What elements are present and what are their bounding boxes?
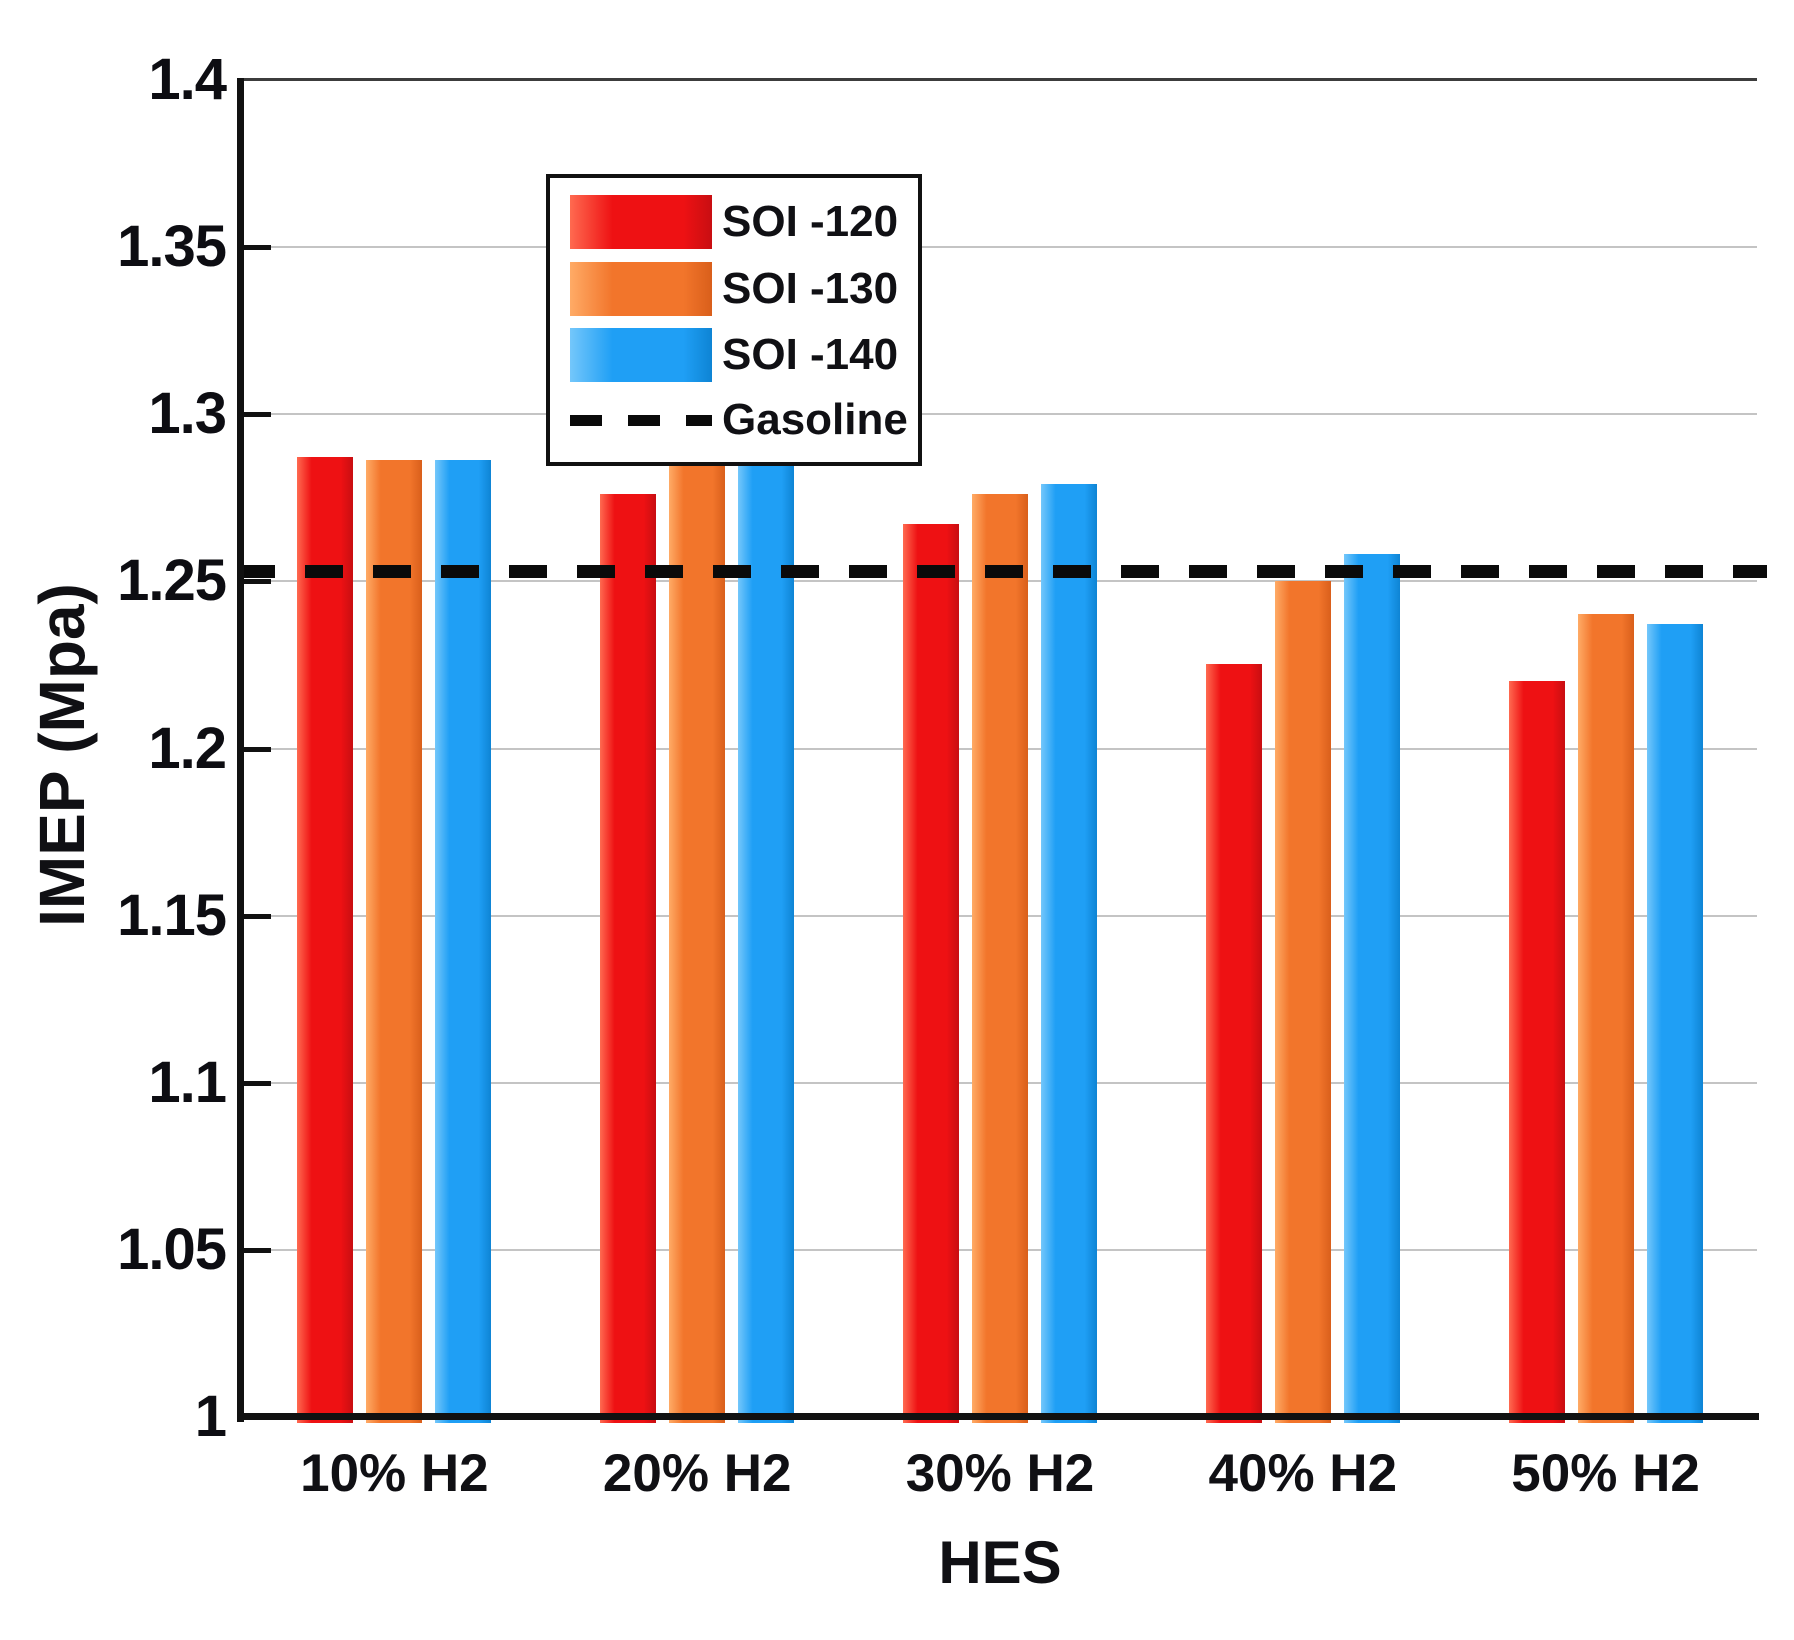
y-tick-label: 1.3 — [148, 381, 227, 447]
y-tick-label: 1.35 — [117, 214, 227, 280]
bar-group-50-h2 — [1454, 80, 1757, 1423]
y-tick-1.05 — [244, 1247, 271, 1253]
y-tick-1.2 — [244, 746, 271, 752]
y-tick-label: 1.05 — [117, 1216, 227, 1282]
bar-group-20-h2 — [546, 80, 849, 1423]
y-tick-label: 1 — [194, 1384, 227, 1449]
y-tick-1.1 — [244, 1080, 271, 1086]
y-tick-1.25 — [244, 579, 271, 585]
legend-label: SOI -120 — [722, 196, 899, 246]
bar-soi-130 — [1274, 580, 1331, 1423]
x-tick-label: 50% H2 — [1511, 1444, 1700, 1503]
legend-swatch — [570, 194, 712, 249]
bar-soi-140 — [1040, 483, 1097, 1423]
y-tick-label: 1.15 — [117, 882, 227, 948]
x-tick-label: 40% H2 — [1208, 1444, 1398, 1503]
x-tick-labels: 10% H2 20% H2 30% H2 40% H2 50% H2 — [243, 1443, 1757, 1504]
bar-soi-130 — [971, 493, 1028, 1423]
bar-group-30-h2 — [849, 80, 1152, 1423]
y-tick-1.35 — [244, 245, 271, 251]
bar-group-40-h2 — [1151, 80, 1454, 1423]
legend-item-gasoline: Gasoline — [570, 395, 910, 445]
y-tick-label: 1.25 — [117, 548, 227, 614]
x-tick-label: 30% H2 — [905, 1444, 1095, 1503]
legend-item-soi-120: SOI -120 — [570, 194, 910, 249]
y-tick-label: 1.2 — [148, 715, 227, 781]
gasoline-reference-line — [237, 565, 1767, 579]
bar-soi-130 — [1577, 614, 1634, 1423]
bar-soi-140 — [1646, 624, 1703, 1423]
y-tick-label: 1.4 — [148, 47, 227, 112]
x-tick-label: 10% H2 — [300, 1444, 489, 1503]
plot-area: SOI -120 SOI -130 SOI -140 Gasoline — [237, 80, 1767, 1423]
gridline-1.35 — [243, 246, 1757, 249]
bar-soi-120 — [1205, 664, 1262, 1423]
plot-top-border — [243, 78, 1757, 81]
bar-soi-120 — [600, 493, 657, 1423]
legend-swatch — [570, 261, 712, 316]
x-tick-label: 20% H2 — [602, 1444, 792, 1503]
y-axis-spine — [237, 78, 244, 1422]
bars-layer — [243, 80, 1757, 1423]
y-tick-1.15 — [244, 913, 271, 919]
y-axis-title: IMEP (Mpa) — [26, 583, 98, 927]
legend: SOI -120 SOI -130 SOI -140 Gasoline — [546, 174, 922, 466]
bar-soi-120 — [1508, 680, 1565, 1423]
y-tick-1.3 — [244, 412, 271, 418]
bar-soi-140 — [738, 420, 795, 1423]
gridline-1.3 — [243, 413, 1757, 416]
bar-soi-120 — [297, 457, 354, 1423]
bar-group-10-h2 — [243, 80, 546, 1423]
legend-item-soi-130: SOI -130 — [570, 261, 910, 316]
bar-soi-140 — [435, 460, 492, 1423]
legend-label: SOI -140 — [722, 330, 899, 380]
x-axis-spine — [237, 1413, 1759, 1420]
bar-soi-130 — [366, 460, 423, 1423]
legend-dash-sample — [570, 414, 712, 426]
bar-soi-140 — [1343, 553, 1400, 1423]
legend-swatch — [570, 328, 712, 383]
legend-label: Gasoline — [722, 395, 908, 445]
legend-item-soi-140: SOI -140 — [570, 328, 910, 383]
bar-soi-120 — [902, 523, 959, 1423]
legend-label: SOI -130 — [722, 263, 899, 313]
y-tick-label: 1.1 — [148, 1049, 227, 1115]
x-axis-title: HES — [938, 1529, 1062, 1596]
bar-soi-130 — [669, 436, 726, 1423]
